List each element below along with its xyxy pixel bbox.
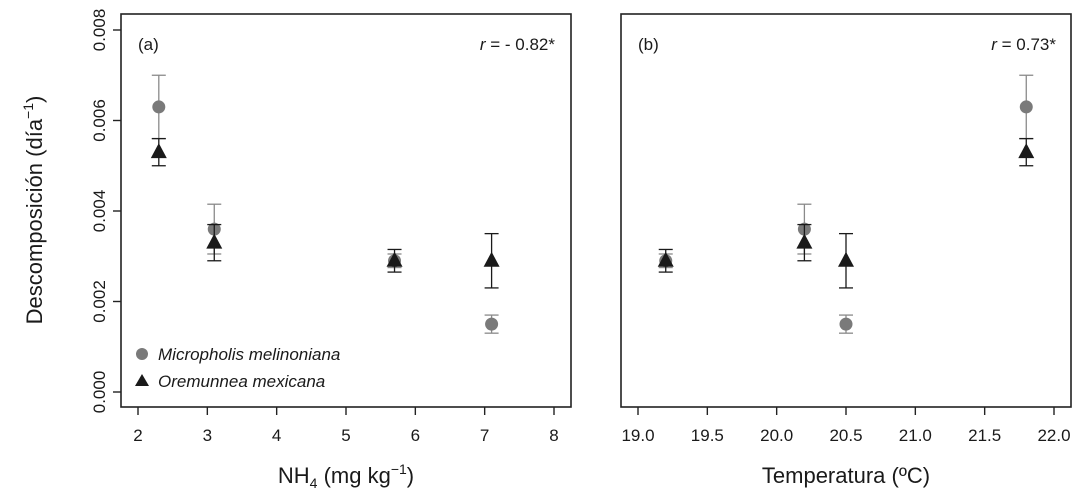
- x-axis-label-a-rest: (mg kg: [317, 463, 390, 488]
- legend-item-oremunnea: Oremunnea mexicana: [158, 372, 325, 391]
- point-micropholis-a: [484, 314, 499, 334]
- y-tick-label: 0.000: [90, 371, 109, 414]
- x-tick-label-b: 19.0: [621, 426, 654, 445]
- point-oremunnea-b: [796, 223, 813, 262]
- x-axis-label-a-close: ): [407, 463, 414, 488]
- x-axis-label-a-main: NH: [278, 463, 310, 488]
- triangle-marker: [838, 251, 854, 267]
- circle-marker: [152, 100, 166, 114]
- x-axis-label-a-exp: −1: [391, 461, 407, 477]
- axes-layer: 2 3 4 5 6 7 8 0.000 0.002 0.004 0.006 0.008 19.0 19.5…: [90, 9, 1071, 445]
- point-oremunnea-b: [1018, 137, 1035, 167]
- y-tick-label: 0.006: [90, 99, 109, 142]
- y-tick-label: 0.002: [90, 280, 109, 323]
- legend-circle-marker: [136, 348, 148, 360]
- x-axis-label-b: Temperatura (ºC): [762, 463, 930, 488]
- x-tick-label-b: 21.5: [968, 426, 1001, 445]
- triangle-marker: [483, 251, 500, 267]
- triangle-marker: [386, 251, 403, 267]
- point-oremunnea-a: [483, 232, 500, 289]
- point-oremunnea-b: [838, 232, 854, 289]
- panel-a-correlation: r = - 0.82*: [480, 35, 556, 54]
- point-micropholis-a: [151, 74, 166, 140]
- x-tick-label-a: 2: [133, 426, 142, 445]
- point-oremunnea-b: [657, 248, 674, 273]
- triangle-marker: [1018, 143, 1035, 159]
- y-axis-label: Descomposición (día−1): [20, 96, 47, 325]
- x-axis-label-a-sub: 4: [310, 475, 318, 491]
- corr-b-value: = 0.73*: [997, 35, 1056, 54]
- x-axis-label-a: NH4 (mg kg−1): [278, 461, 414, 491]
- legend-triangle-marker: [135, 374, 149, 386]
- y-tick-label: 0.004: [90, 190, 109, 233]
- y-axis-label-exp: −1: [20, 103, 36, 119]
- x-tick-label-b: 22.0: [1037, 426, 1070, 445]
- x-tick-label-b: 20.0: [760, 426, 793, 445]
- triangle-marker: [657, 251, 674, 267]
- y-axis-label-close: ): [22, 96, 47, 103]
- x-tick-label-a: 7: [480, 426, 489, 445]
- point-micropholis-b: [1019, 74, 1034, 140]
- x-tick-label-a: 5: [341, 426, 350, 445]
- circle-marker: [485, 317, 499, 331]
- panel-b-frame: [620, 13, 1072, 408]
- circle-marker: [1019, 100, 1033, 114]
- point-oremunnea-a: [206, 223, 223, 262]
- legend-item-micropholis: Micropholis melinoniana: [158, 345, 340, 364]
- panel-b-correlation: r = 0.73*: [991, 35, 1056, 54]
- y-tick-label: 0.008: [90, 9, 109, 52]
- point-micropholis-b: [839, 314, 853, 334]
- x-tick-label-a: 4: [272, 426, 281, 445]
- corr-a-value: = - 0.82*: [486, 35, 556, 54]
- corr-b-symbol: r: [991, 35, 998, 54]
- panel-b-label: (b): [638, 35, 659, 54]
- point-oremunnea-a: [386, 248, 403, 273]
- panel-a-label: (a): [138, 35, 159, 54]
- x-tick-label-a: 6: [411, 426, 420, 445]
- marks-layer: [150, 74, 1035, 334]
- point-oremunnea-a: [150, 137, 167, 167]
- x-tick-label-a: 3: [203, 426, 212, 445]
- x-tick-label-a: 8: [549, 426, 558, 445]
- x-tick-label-b: 21.0: [899, 426, 932, 445]
- circle-marker: [839, 317, 853, 331]
- y-axis-label-main: Descomposición (día: [22, 118, 47, 324]
- triangle-marker: [796, 233, 813, 249]
- corr-a-symbol: r: [480, 35, 487, 54]
- x-tick-label-b: 19.5: [691, 426, 724, 445]
- triangle-marker: [206, 233, 223, 249]
- triangle-marker: [150, 143, 167, 159]
- x-tick-label-b: 20.5: [829, 426, 862, 445]
